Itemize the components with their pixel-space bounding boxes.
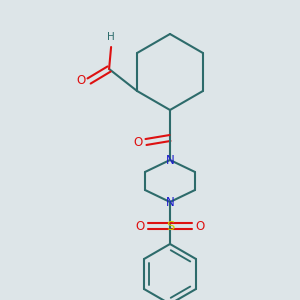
Text: O: O [76, 74, 86, 88]
Text: N: N [166, 196, 174, 208]
Text: O: O [134, 136, 142, 148]
Text: H: H [107, 32, 115, 42]
Text: O: O [195, 220, 205, 232]
Text: O: O [135, 220, 145, 232]
Text: S: S [166, 220, 174, 232]
Text: N: N [166, 154, 174, 166]
